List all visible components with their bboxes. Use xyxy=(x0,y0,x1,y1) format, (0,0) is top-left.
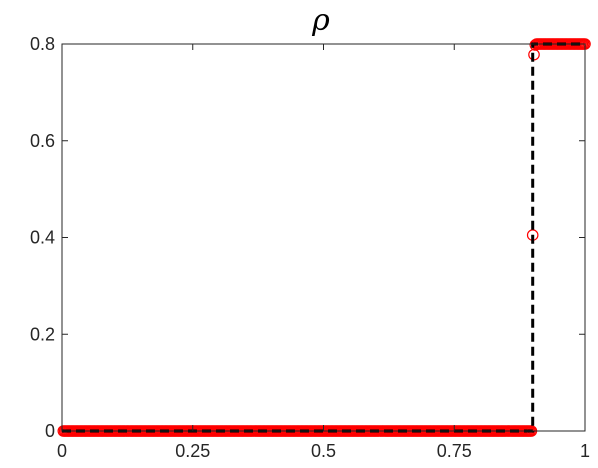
plot-area xyxy=(57,38,591,437)
y-tick-label: 0.2 xyxy=(30,324,55,344)
x-tick-label: 0 xyxy=(57,441,67,461)
x-tick-label: 0.75 xyxy=(437,441,472,461)
y-axis: 0 0.2 0.4 0.6 0.8 xyxy=(30,34,585,441)
y-tick-label: 0.6 xyxy=(30,131,55,151)
x-tick-label: 1 xyxy=(580,441,590,461)
y-tick-label: 0 xyxy=(45,421,55,441)
x-axis: 0 0.25 0.5 0.75 1 xyxy=(57,44,590,461)
x-tick-label: 0.5 xyxy=(311,441,336,461)
chart-title: ρ xyxy=(311,3,330,38)
x-tick-label: 0.25 xyxy=(175,441,210,461)
plot-background xyxy=(62,44,585,431)
y-tick-label: 0.8 xyxy=(30,34,55,54)
y-tick-label: 0.4 xyxy=(30,228,55,248)
